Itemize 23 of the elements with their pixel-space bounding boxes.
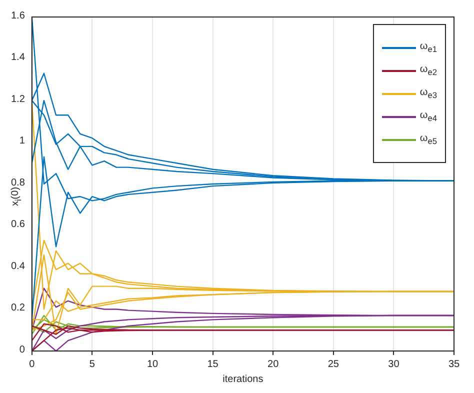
y-tick-label: 0.8 [10,177,26,188]
x-tick-label: 15 [207,358,219,370]
y-tick-label: 1.2 [10,94,26,105]
legend-label: ω$_{e2}$ [420,64,437,77]
y-tick-label: 0 [19,344,26,356]
legend-label: ω$_{e4}$ [420,110,437,123]
x-tick-label: 5 [89,358,96,370]
x-tick-label: 35 [448,358,460,370]
y-tick-label: 0.4 [10,260,26,272]
y-tick-label: 1.4 [10,52,26,63]
y-tick-label: 1.6 [10,10,26,22]
x-axis-title: iterations [222,374,264,385]
y-tick-label: 1 [19,136,26,146]
legend-label: ω$_{e5}$ [420,133,437,146]
y-tick-label: 0.2 [10,302,26,314]
x-tick-label: 0 [29,358,36,370]
legend-label: ω$_{e3}$ [420,87,437,100]
x-tick-label: 10 [146,358,158,370]
legend-label: ω$_{e1}$ [420,41,437,54]
x-tick-label: 25 [328,358,340,370]
x-tick-label: 20 [268,358,280,370]
y-tick-label: 0.6 [10,219,26,230]
x-tick-label: 30 [388,358,400,370]
